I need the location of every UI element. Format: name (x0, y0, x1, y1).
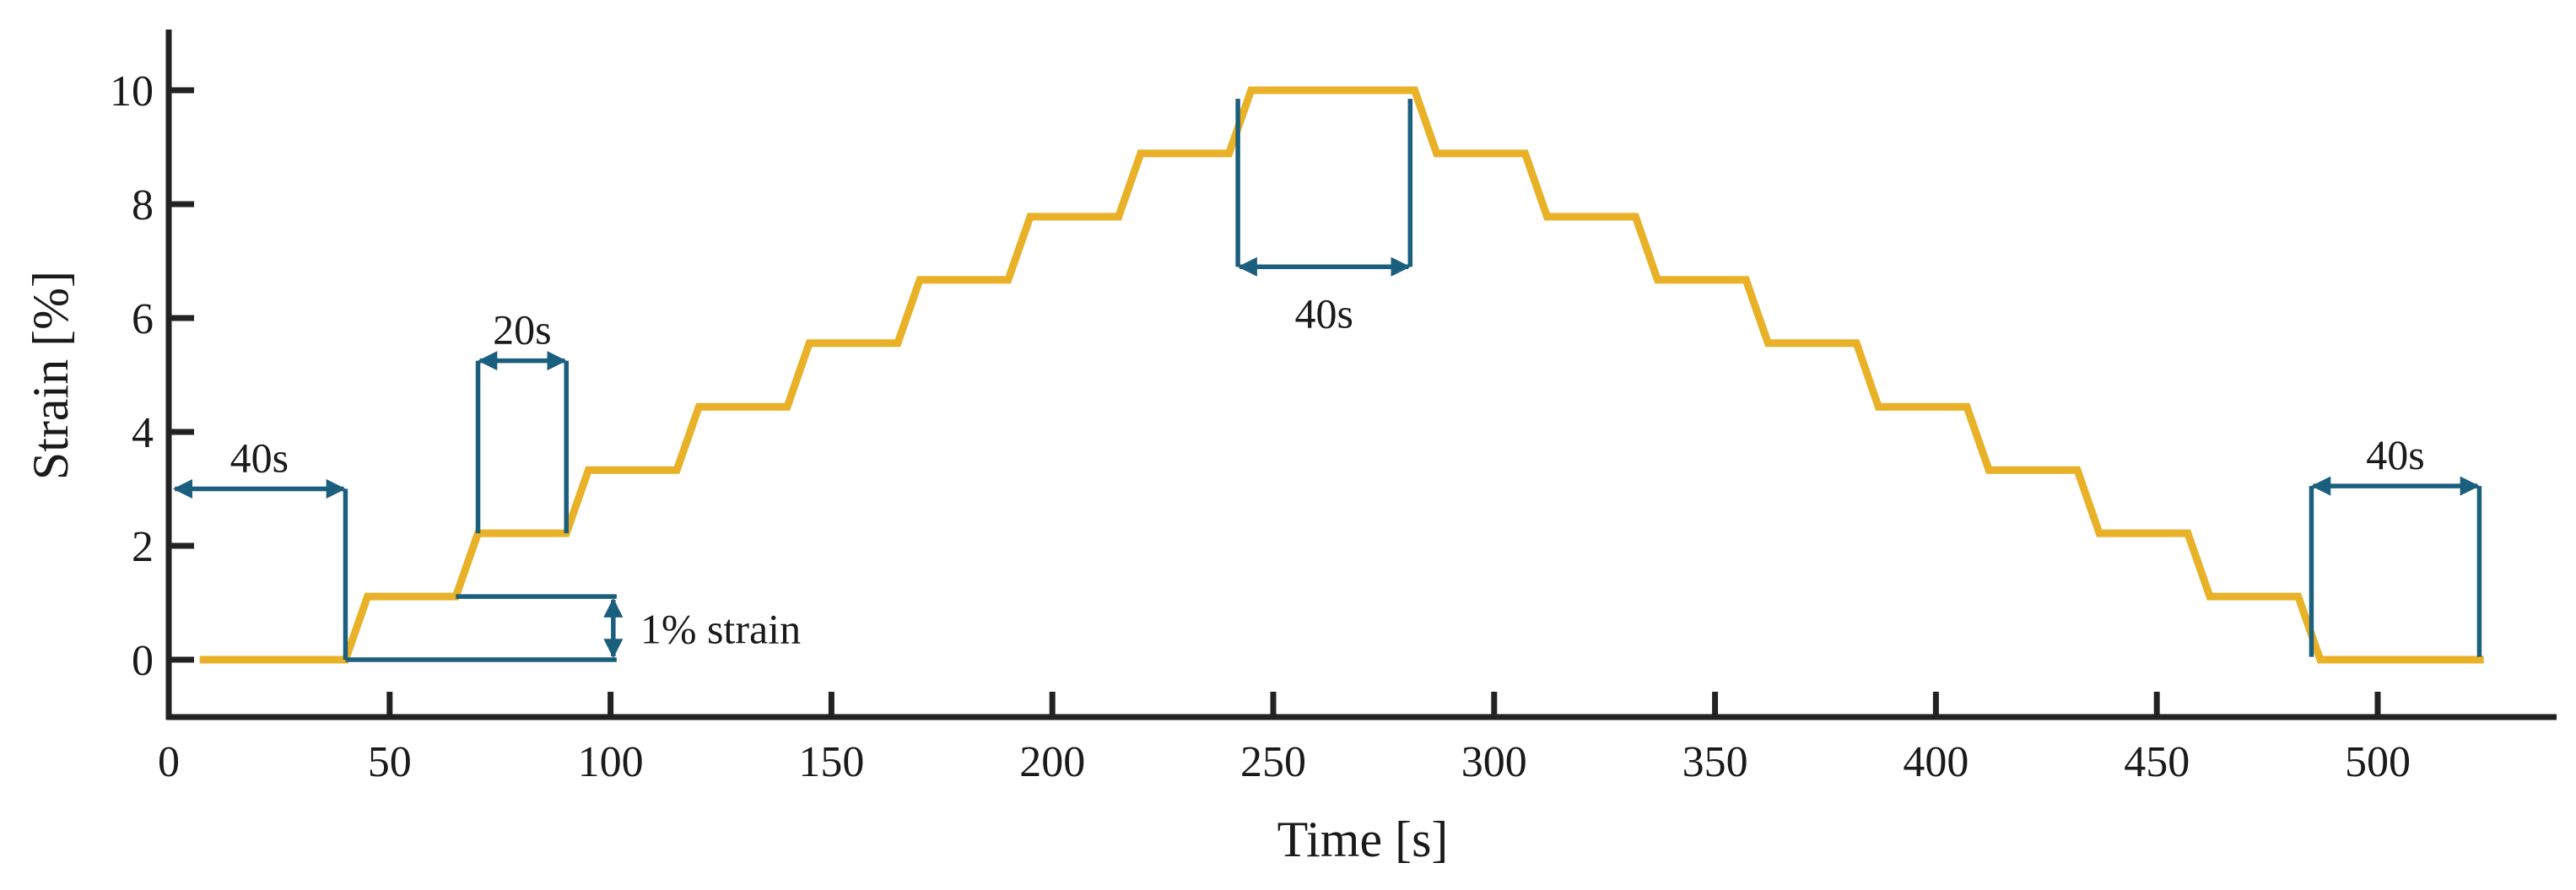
dimension-label: 20s (493, 306, 551, 353)
strain-dimension-label: 1% strain (640, 606, 801, 653)
x-tick-label: 500 (2345, 738, 2411, 786)
x-tick-label: 150 (798, 738, 864, 786)
y-axis-label: Strain [%] (23, 271, 78, 480)
y-tick-label: 2 (132, 523, 154, 571)
y-tick-label: 4 (132, 409, 154, 457)
series-layer (199, 86, 2484, 664)
x-tick-label: 0 (158, 738, 180, 786)
y-tick-label: 10 (110, 67, 154, 116)
y-tick-label: 0 (132, 637, 154, 685)
x-tick-label: 450 (2124, 738, 2190, 786)
x-tick-label: 200 (1019, 738, 1085, 786)
strain-series-line (199, 86, 2484, 664)
dimension-label: 40s (230, 434, 289, 482)
x-tick-label: 50 (368, 738, 412, 786)
x-tick-label: 250 (1240, 738, 1306, 786)
annotation-layer: 40s 20s 40s 40s 1% strain (172, 99, 2482, 662)
x-tick-label: 100 (578, 738, 644, 786)
x-tick-label: 400 (1903, 738, 1968, 786)
dimension-label: 40s (2366, 431, 2424, 478)
dimension-label: 40s (1294, 289, 1353, 337)
x-axis-label: Time [s] (1277, 812, 1449, 867)
y-tick-label: 6 (132, 295, 154, 343)
axes-layer: 0 50 100 150 200 250 300 350 400 450 500 0 2 4 6 8 10 (110, 30, 2557, 786)
y-tick-label: 8 (132, 181, 154, 229)
x-tick-label: 350 (1682, 738, 1748, 786)
x-tick-label: 300 (1461, 738, 1527, 786)
